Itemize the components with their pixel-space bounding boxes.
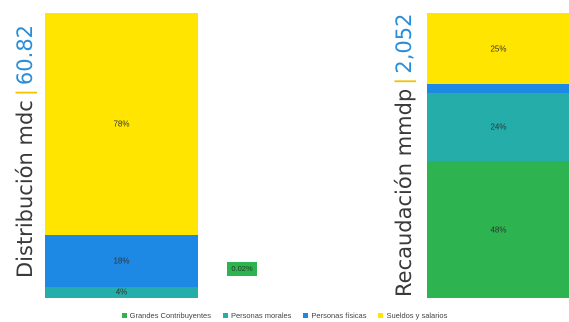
title-separator: |	[13, 89, 37, 97]
stacked-bar-distribucion: 4% 18% 78%	[45, 13, 198, 298]
title-value: 60.82	[13, 24, 37, 86]
bar-segment-grandes	[427, 161, 569, 298]
legend-label: Sueldos y salarios	[386, 311, 448, 320]
data-label-grandes: 48%	[490, 225, 507, 235]
legend-swatch	[121, 313, 127, 318]
title-value: 2,052	[392, 13, 416, 74]
title-separator: |	[392, 77, 416, 85]
data-label-grandes-outlier: 0.02%	[227, 262, 257, 276]
legend-item-grandes: Grandes Contribuyentes	[121, 311, 211, 320]
bar-segment-morales	[45, 286, 198, 298]
title-text: Distribución mdc	[13, 100, 37, 278]
chart-title-recaudacion: Recaudación mmdp | 2,052	[391, 14, 417, 297]
legend-label: Personas morales	[230, 311, 292, 320]
legend-swatch	[303, 313, 309, 318]
data-label-sueldos: 78%	[113, 119, 130, 129]
bar-segment-sueldos	[427, 13, 569, 85]
title-text: Recaudación mmdp	[392, 88, 416, 297]
chart-title-distribucion: Distribución mdc | 60.82	[12, 25, 38, 278]
legend-swatch	[378, 313, 384, 318]
bar-segment-morales	[427, 92, 569, 162]
legend-item-morales: Personas morales	[222, 311, 292, 320]
bar-segment-fisicas	[427, 84, 569, 93]
bar-segment-fisicas	[45, 235, 198, 287]
legend-item-fisicas: Personas físicas	[303, 311, 366, 320]
data-label-sueldos: 25%	[490, 44, 507, 54]
legend-label: Grandes Contribuyentes	[129, 311, 211, 320]
legend-swatch	[222, 313, 228, 318]
data-label-morales: 24%	[490, 122, 507, 132]
legend-label: Personas físicas	[311, 311, 367, 320]
legend-item-sueldos: Sueldos y salarios	[378, 311, 447, 320]
data-label-morales: 4%	[115, 287, 128, 297]
bar-segment-sueldos	[45, 13, 198, 236]
legend: Grandes Contribuyentes Personas morales Pe…	[0, 311, 569, 320]
stacked-bar-recaudacion: 48% 24% 25%	[427, 13, 569, 298]
data-label-fisicas: 18%	[113, 256, 130, 266]
